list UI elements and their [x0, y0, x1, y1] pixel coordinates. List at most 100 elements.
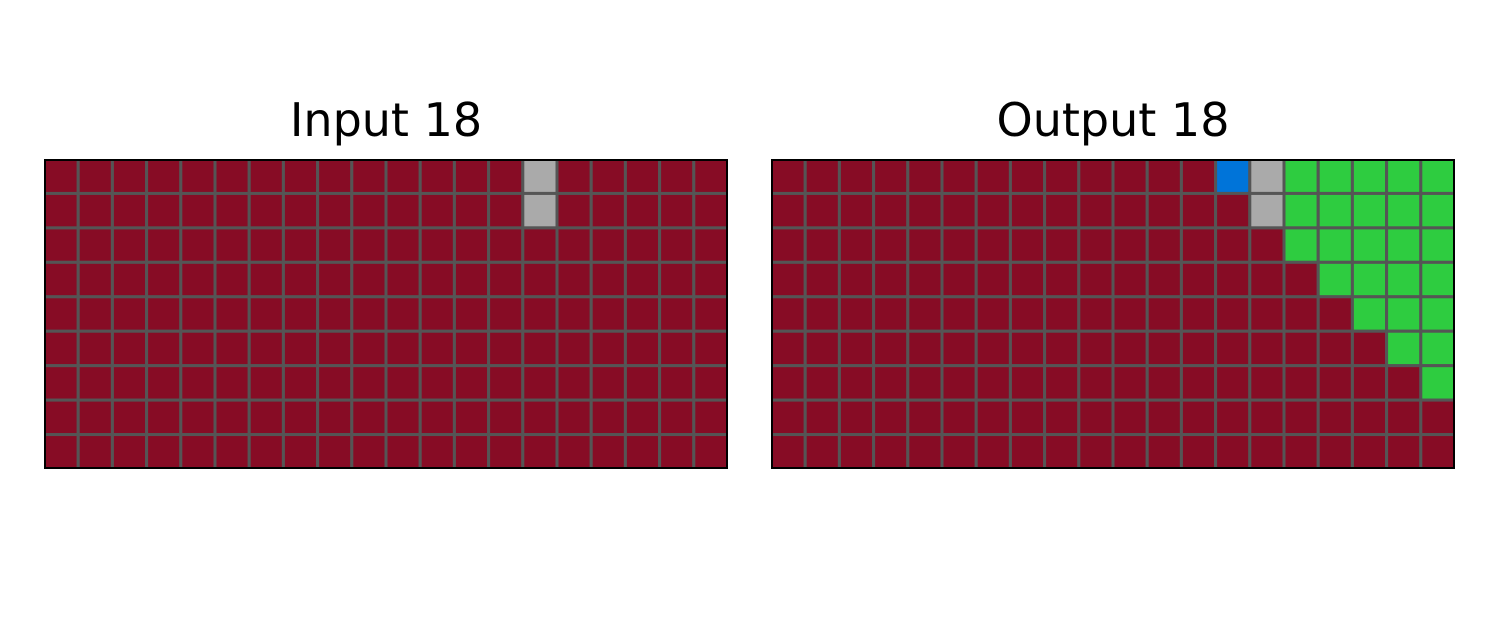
grid-cell	[771, 433, 807, 469]
grid-cell	[803, 364, 841, 402]
grid-cell	[145, 398, 183, 437]
grid-cell	[145, 260, 183, 299]
grid-cell	[1043, 295, 1081, 333]
grid-cell	[837, 226, 876, 264]
grid-cell	[213, 329, 251, 368]
grid-cell	[974, 159, 1012, 195]
grid-cell	[179, 329, 217, 368]
grid-cell	[316, 159, 354, 195]
grid-cell	[145, 433, 183, 469]
grid-cell	[623, 159, 662, 195]
grid-cell	[110, 159, 149, 195]
grid-cell	[1111, 159, 1149, 195]
grid-cell	[316, 433, 354, 469]
grid-cell	[1248, 260, 1286, 299]
grid-cell	[837, 398, 876, 437]
grid-cell	[1419, 295, 1455, 333]
grid-cell	[44, 433, 80, 469]
grid-cell	[803, 329, 841, 368]
grid-cell	[179, 260, 217, 299]
grid-cell	[145, 329, 183, 368]
grid-cell	[906, 260, 944, 299]
grid-cell	[110, 226, 149, 264]
grid-cell	[179, 226, 217, 264]
grid-cell	[521, 295, 559, 333]
output-title: Output 18	[996, 93, 1230, 147]
grid-cell	[521, 260, 559, 299]
grid-cell	[1385, 295, 1423, 333]
grid-cell	[692, 226, 728, 264]
grid-cell	[418, 433, 456, 469]
grid-cell	[692, 398, 728, 437]
grid-cell	[1350, 226, 1389, 264]
grid-cell	[1077, 364, 1115, 402]
grid-cell	[837, 295, 876, 333]
grid-cell	[1282, 398, 1320, 437]
grid-cell	[658, 364, 696, 402]
grid-cell	[1282, 295, 1320, 333]
grid-cell	[487, 226, 525, 264]
grid-cell	[1419, 364, 1455, 402]
grid-cell	[1350, 159, 1389, 195]
grid-cell	[316, 191, 354, 230]
grid-cell	[940, 364, 978, 402]
grid-cell	[771, 329, 807, 368]
grid-cell	[623, 260, 662, 299]
grid-cell	[1145, 433, 1183, 469]
grid-cell	[1145, 260, 1183, 299]
grid-cell	[1316, 329, 1354, 368]
grid-cell	[76, 295, 114, 333]
grid-cell	[1282, 260, 1320, 299]
grid-cell	[145, 295, 183, 333]
grid-cell	[1179, 329, 1218, 368]
grid-cell	[1350, 260, 1389, 299]
grid-cell	[1008, 159, 1047, 195]
grid-cell	[1214, 226, 1252, 264]
grid-cell	[658, 295, 696, 333]
grid-cell	[521, 226, 559, 264]
grid-cell	[487, 364, 525, 402]
grid-cell	[1316, 159, 1354, 195]
grid-cell	[452, 226, 491, 264]
grid-cell	[623, 295, 662, 333]
grid-cell	[1248, 398, 1286, 437]
grid-cell	[1282, 159, 1320, 195]
grid-cell	[316, 226, 354, 264]
grid-cell	[281, 433, 320, 469]
grid-cell	[872, 295, 910, 333]
grid-cell	[1282, 433, 1320, 469]
grid-cell	[487, 433, 525, 469]
grid-cell	[110, 191, 149, 230]
grid-cell	[1008, 329, 1047, 368]
grid-cell	[145, 364, 183, 402]
grid-cell	[1248, 295, 1286, 333]
grid-cell	[76, 260, 114, 299]
grid-cell	[771, 364, 807, 402]
grid-cell	[1419, 159, 1455, 195]
grid-cell	[452, 329, 491, 368]
grid-cell	[110, 260, 149, 299]
grid-cell	[872, 398, 910, 437]
grid-cell	[1179, 191, 1218, 230]
grid-cell	[179, 364, 217, 402]
grid-cell	[974, 295, 1012, 333]
grid-cell	[658, 159, 696, 195]
grid-cell	[1077, 329, 1115, 368]
grid-cell	[1419, 398, 1455, 437]
grid-cell	[589, 295, 627, 333]
grid-cell	[803, 295, 841, 333]
grid-cell	[384, 433, 422, 469]
grid-cell	[1179, 159, 1218, 195]
grid-cell	[1248, 159, 1286, 195]
grid-cell	[555, 159, 593, 195]
grid-cell	[247, 433, 285, 469]
grid-cell	[692, 329, 728, 368]
grid-cell	[1043, 260, 1081, 299]
grid-cell	[658, 398, 696, 437]
grid-cell	[940, 159, 978, 195]
grid-cell	[1111, 398, 1149, 437]
grid-cell	[179, 159, 217, 195]
grid-cell	[837, 260, 876, 299]
grid-cell	[213, 159, 251, 195]
grid-cell	[316, 295, 354, 333]
